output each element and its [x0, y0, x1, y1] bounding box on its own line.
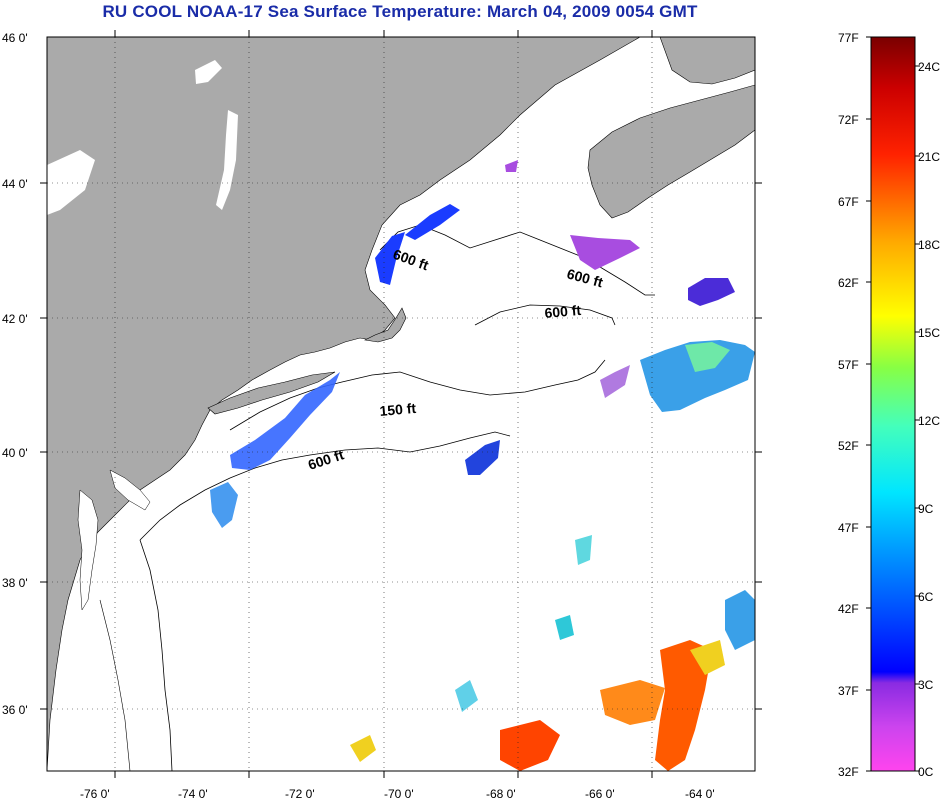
- colorbar-f-label: 57F: [838, 358, 859, 372]
- land-cape-breton: [659, 37, 755, 85]
- colorbar-f-label: 77F: [838, 31, 859, 45]
- colorbar-c-label: 21C: [918, 150, 940, 164]
- colorbar-ticks: [866, 36, 920, 772]
- contour-label: 150 ft: [379, 400, 417, 419]
- map-frame: [46, 36, 756, 772]
- colorbar-f-label: 42F: [838, 602, 859, 616]
- lon-tick-label: -74 0': [178, 787, 208, 801]
- water-delaware-bay: [109, 469, 151, 511]
- lon-tick-label: -68 0': [486, 787, 516, 801]
- lake-3: [47, 150, 95, 215]
- colorbar-f-label: 47F: [838, 521, 859, 535]
- lon-tick-label: -76 0': [80, 787, 110, 801]
- land-cape-cod: [364, 307, 407, 343]
- graticule: [47, 37, 755, 771]
- colorbar-c-label: 0C: [918, 765, 934, 779]
- lat-tick-label: 40 0': [2, 446, 28, 460]
- colorbar-c-label: 6C: [918, 590, 934, 604]
- water-chesapeake-bay: [77, 489, 99, 611]
- lon-tick-label: -64 0': [685, 787, 715, 801]
- lake-1: [195, 60, 222, 84]
- contour-inner-shelf: [99, 599, 131, 771]
- colorbar-f-label: 72F: [838, 113, 859, 127]
- colorbar-f-label: 67F: [838, 195, 859, 209]
- lat-tick-label: 44 0': [2, 177, 28, 191]
- contour-600ft-shelf: [139, 431, 511, 541]
- contour-label: 600 ft: [544, 302, 582, 321]
- map-title: RU COOL NOAA-17 Sea Surface Temperature:…: [102, 2, 698, 21]
- colorbar-f-label: 52F: [838, 439, 859, 453]
- sst-data: [210, 160, 755, 771]
- contour-shelf-south: [139, 539, 173, 771]
- lon-tick-label: -72 0': [285, 787, 315, 801]
- colorbar-c-label: 12C: [918, 414, 940, 428]
- lat-tick-label: 46 0': [2, 31, 28, 45]
- colorbar-f-label: 37F: [838, 684, 859, 698]
- contour-150ft: [229, 359, 606, 431]
- colorbar: [870, 36, 916, 772]
- colorbar-c-label: 3C: [918, 678, 934, 692]
- colorbar-f-label: 32F: [838, 765, 859, 779]
- colorbar-f-label: 62F: [838, 276, 859, 290]
- lon-tick-label: -70 0': [384, 787, 414, 801]
- land-long-island: [207, 371, 336, 415]
- lat-tick-label: 42 0': [2, 312, 28, 326]
- lon-tick-label: -66 0': [585, 787, 615, 801]
- land-nova-scotia: [587, 84, 755, 219]
- lat-tick-label: 38 0': [2, 576, 28, 590]
- colorbar-c-label: 18C: [918, 238, 940, 252]
- lake-2: [216, 110, 238, 210]
- colorbar-c-label: 24C: [918, 60, 940, 74]
- colorbar-c-label: 9C: [918, 502, 934, 516]
- colorbar-c-label: 15C: [918, 326, 940, 340]
- lat-tick-label: 36 0': [2, 703, 28, 717]
- tick-marks: [40, 30, 762, 778]
